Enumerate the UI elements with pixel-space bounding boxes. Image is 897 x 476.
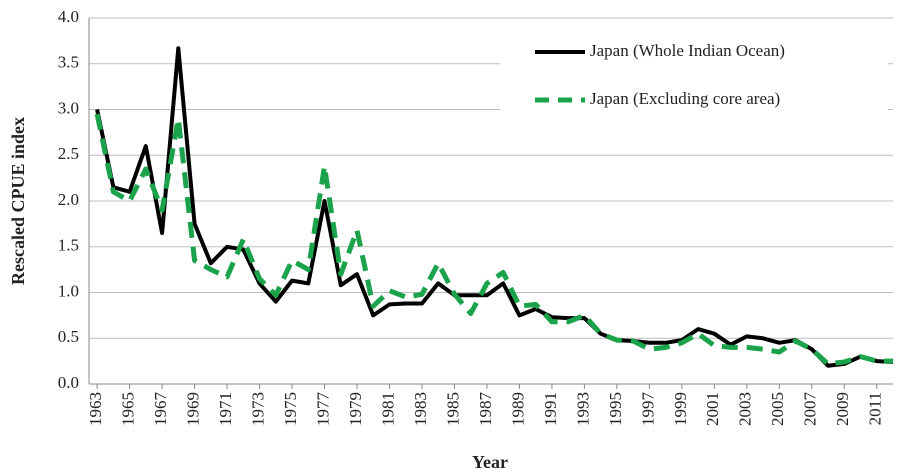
x-axis-title: Year xyxy=(472,452,508,472)
y-tick-label: 2.0 xyxy=(58,190,79,209)
legend-label: Japan (Whole Indian Ocean) xyxy=(590,41,785,60)
x-tick-label: 1967 xyxy=(151,392,170,427)
x-tick-label: 2009 xyxy=(833,392,852,426)
x-tick-label: 1973 xyxy=(248,392,267,426)
x-tick-label: 1981 xyxy=(378,392,397,426)
x-tick-label: 1971 xyxy=(216,392,235,426)
y-tick-label: 2.5 xyxy=(58,144,79,163)
x-tick-label: 2005 xyxy=(768,392,787,426)
x-tick-label: 1985 xyxy=(443,392,462,426)
legend-label: Japan (Excluding core area) xyxy=(590,89,780,108)
x-tick-label: 1963 xyxy=(86,392,105,426)
y-tick-label: 3.0 xyxy=(58,98,79,117)
series-line xyxy=(95,46,894,368)
x-tick-label: 1987 xyxy=(476,392,495,427)
x-tick-label: 2007 xyxy=(801,392,820,427)
x-tick-label: 1969 xyxy=(183,392,202,426)
x-tick-label: 1991 xyxy=(541,392,560,426)
y-tick-label: 0.0 xyxy=(58,373,79,392)
x-tick-label: 1993 xyxy=(573,392,592,426)
series-line xyxy=(94,113,893,367)
y-tick-label: 3.5 xyxy=(58,53,79,72)
x-tick-label: 1997 xyxy=(638,392,657,427)
x-tick-label: 2003 xyxy=(736,392,755,426)
x-tick-label: 1979 xyxy=(346,392,365,426)
x-tick-label: 1995 xyxy=(606,392,625,426)
y-axis-title: Rescaled CPUE index xyxy=(8,117,28,285)
y-tick-label: 4.0 xyxy=(58,7,79,26)
x-tick-label: 1989 xyxy=(508,392,527,426)
y-tick-label: 1.0 xyxy=(58,281,79,300)
x-tick-label: 2001 xyxy=(703,392,722,426)
y-tick-label: 1.5 xyxy=(58,236,79,255)
x-tick-label: 1999 xyxy=(671,392,690,426)
x-tick-label: 1975 xyxy=(281,392,300,426)
x-tick-label: 1977 xyxy=(313,392,332,427)
x-tick-label: 1983 xyxy=(411,392,430,426)
x-tick-label: 2011 xyxy=(866,392,885,425)
x-tick-label: 1965 xyxy=(119,392,138,426)
y-tick-label: 0.5 xyxy=(58,327,79,346)
